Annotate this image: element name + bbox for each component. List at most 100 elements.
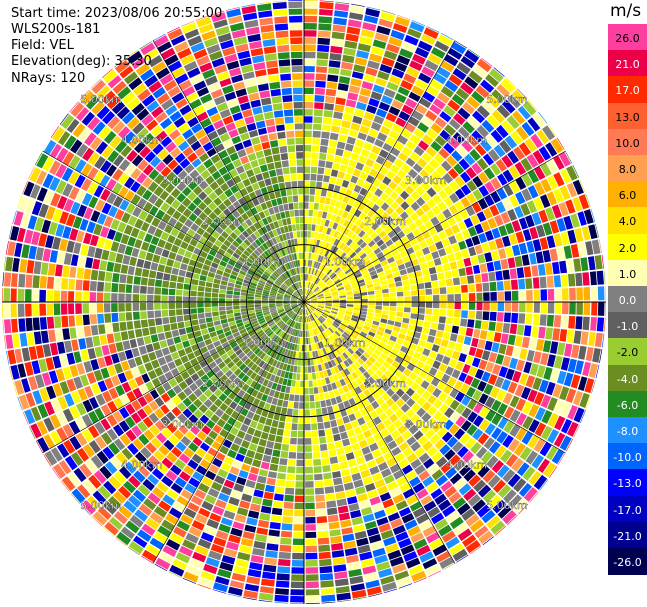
- velocity-gate: [588, 363, 598, 378]
- velocity-gate: [275, 269, 282, 276]
- velocity-gate: [482, 489, 497, 503]
- velocity-gate: [324, 307, 331, 311]
- velocity-gate: [352, 330, 360, 337]
- velocity-gate: [182, 578, 196, 584]
- velocity-gate: [317, 306, 324, 310]
- velocity-gate: [366, 104, 378, 114]
- velocity-gate: [317, 342, 322, 349]
- velocity-gate: [170, 274, 178, 282]
- velocity-gate: [255, 482, 266, 491]
- velocity-gate: [375, 293, 382, 298]
- velocity-gate: [297, 438, 304, 445]
- velocity-gate: [208, 464, 220, 474]
- velocity-gate: [474, 525, 489, 539]
- velocity-gate: [214, 239, 223, 248]
- velocity-gate: [305, 574, 319, 581]
- velocity-gate: [269, 366, 275, 374]
- velocity-gate: [365, 359, 373, 367]
- velocity-gate: [309, 305, 316, 310]
- velocity-gate: [448, 168, 459, 180]
- velocity-gate: [533, 302, 540, 313]
- velocity-gate: [333, 230, 339, 238]
- velocity-gate: [422, 476, 435, 488]
- velocity-gate: [292, 284, 297, 290]
- velocity-gate: [308, 373, 313, 380]
- velocity-gate: [70, 201, 81, 215]
- velocity-gate: [306, 289, 311, 296]
- velocity-gate: [409, 212, 419, 222]
- velocity-gate: [319, 196, 326, 204]
- velocity-gate: [367, 376, 376, 385]
- velocity-gate: [62, 183, 74, 197]
- velocity-gate: [322, 124, 331, 132]
- velocity-gate: [299, 297, 304, 302]
- velocity-gate: [386, 481, 399, 491]
- velocity-gate: [90, 78, 101, 89]
- velocity-gate: [477, 380, 487, 392]
- velocity-gate: [305, 488, 315, 495]
- velocity-gate: [319, 341, 325, 348]
- velocity-gate: [226, 313, 234, 319]
- velocity-gate: [232, 252, 240, 259]
- velocity-gate: [211, 336, 219, 343]
- velocity-gate: [240, 242, 248, 250]
- velocity-gate: [422, 363, 432, 373]
- velocity-gate: [304, 388, 309, 395]
- velocity-gate: [198, 318, 206, 325]
- velocity-gate: [385, 196, 395, 206]
- velocity-gate: [215, 252, 223, 260]
- velocity-gate: [311, 430, 319, 438]
- velocity-gate: [333, 350, 339, 357]
- velocity-gate: [246, 517, 258, 526]
- velocity-gate: [331, 38, 344, 47]
- velocity-gate: [507, 381, 518, 394]
- velocity-gate: [319, 393, 325, 401]
- velocity-gate: [238, 233, 246, 242]
- velocity-gate: [290, 430, 298, 438]
- velocity-gate: [240, 302, 247, 306]
- velocity-gate: [210, 10, 225, 16]
- velocity-gate: [439, 444, 451, 456]
- velocity-gate: [161, 519, 175, 532]
- velocity-gate: [290, 595, 304, 603]
- velocity-gate: [313, 123, 322, 131]
- velocity-gate: [204, 302, 211, 308]
- velocity-gate: [540, 194, 551, 208]
- velocity-gate: [83, 232, 92, 245]
- velocity-gate: [64, 393, 75, 407]
- velocity-gate: [478, 198, 489, 210]
- velocity-gate: [288, 277, 294, 284]
- velocity-gate: [491, 413, 503, 426]
- velocity-gate: [474, 244, 484, 255]
- velocity-gate: [12, 333, 21, 348]
- velocity-gate: [431, 344, 440, 353]
- velocity-gate: [227, 593, 242, 598]
- velocity-gate: [452, 132, 465, 144]
- velocity-gate: [348, 335, 356, 342]
- velocity-gate: [328, 284, 336, 289]
- velocity-gate: [452, 548, 468, 562]
- velocity-gate: [333, 111, 343, 120]
- velocity-gate: [236, 338, 244, 345]
- velocity-gate: [88, 425, 100, 439]
- velocity-gate: [418, 452, 430, 464]
- velocity-gate: [233, 298, 240, 302]
- velocity-gate: [187, 202, 197, 212]
- velocity-gate: [315, 73, 327, 81]
- velocity-gate: [504, 302, 512, 312]
- velocity-gate: [422, 348, 431, 357]
- velocity-gate: [336, 224, 343, 232]
- velocity-gate: [247, 361, 255, 369]
- velocity-gate: [477, 253, 486, 264]
- velocity-gate: [243, 486, 254, 496]
- velocity-gate: [269, 305, 276, 308]
- velocity-gate: [375, 172, 385, 182]
- velocity-gate: [455, 361, 464, 371]
- velocity-gate: [257, 284, 264, 289]
- velocity-gate: [371, 213, 380, 222]
- velocity-gate: [141, 94, 156, 107]
- velocity-gate: [118, 293, 125, 302]
- velocity-gate: [268, 389, 276, 397]
- velocity-gate: [369, 270, 377, 276]
- velocity-gate: [262, 217, 269, 226]
